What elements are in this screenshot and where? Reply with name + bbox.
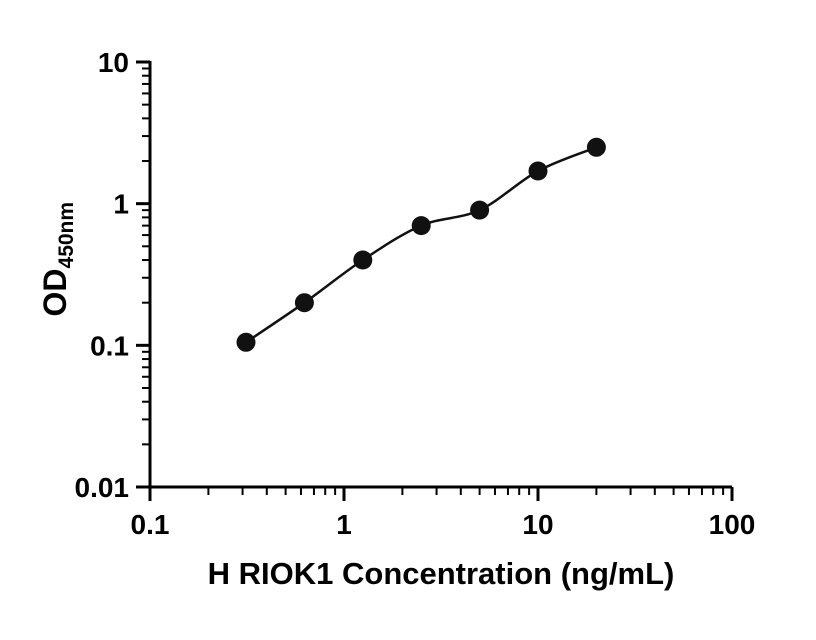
y-axis-title: OD450nm	[37, 109, 79, 409]
y-tick-label: 0.1	[90, 330, 129, 361]
y-axis-title-subscript: 450nm	[55, 201, 79, 269]
x-axis-title: H RIOK1 Concentration (ng/mL)	[207, 556, 675, 591]
x-tick-label: 100	[709, 509, 756, 540]
y-tick-label: 1	[113, 189, 129, 220]
data-point	[470, 200, 490, 220]
data-point	[586, 137, 606, 157]
y-axis-title-main: OD	[36, 268, 73, 317]
data-point	[353, 250, 373, 270]
data-point	[411, 216, 431, 236]
x-tick-label: 10	[522, 509, 553, 540]
y-tick-label: 10	[98, 47, 129, 78]
y-tick-label: 0.01	[75, 472, 130, 503]
x-tick-label: 1	[336, 509, 352, 540]
x-tick-label: 0.1	[131, 509, 170, 540]
data-point	[528, 161, 548, 181]
data-point	[294, 293, 314, 313]
data-point	[236, 332, 256, 352]
